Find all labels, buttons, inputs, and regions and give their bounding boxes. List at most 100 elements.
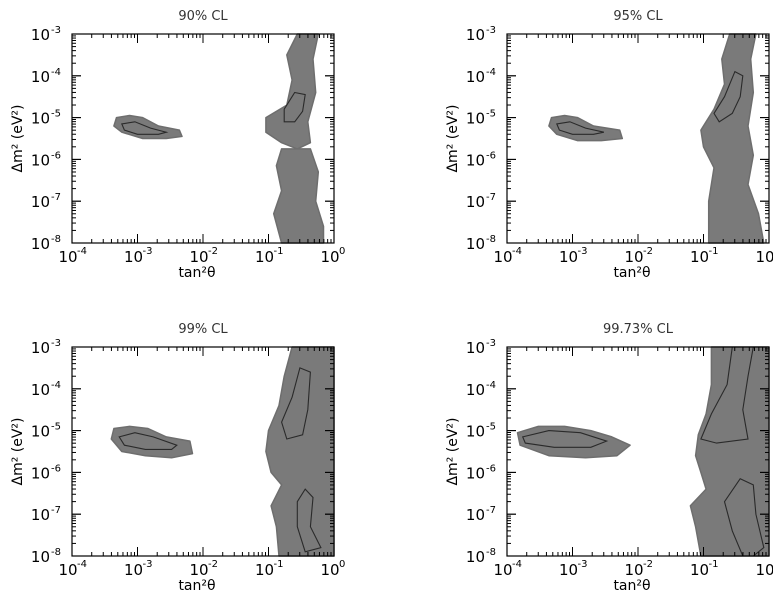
y-tick-exponent: -8 [51, 547, 61, 558]
x-axis-label: tan²θ [613, 265, 650, 281]
x-tick-label: 10 [559, 561, 578, 579]
y-tick-label: 10 [466, 26, 485, 44]
x-tick-label: 10 [255, 561, 274, 579]
y-axis-label: Δm² (eV²) [445, 104, 461, 172]
panel-title: 95% CL [613, 9, 663, 24]
x-tick-label: 10 [124, 248, 143, 266]
allowed-region-3 [272, 148, 325, 244]
x-tick-exponent: -3 [578, 246, 588, 257]
x-tick-exponent: -3 [578, 559, 588, 570]
y-axis-label: Δm² (eV²) [10, 417, 26, 485]
x-tick-exponent: -2 [208, 559, 218, 570]
y-tick-exponent: -6 [51, 463, 61, 474]
y-tick-exponent: -6 [486, 463, 496, 474]
x-tick-exponent: -1 [709, 559, 719, 570]
x-tick-label: 10 [559, 248, 578, 266]
x-tick-label: 10 [493, 561, 512, 579]
contour-line-1 [118, 432, 178, 450]
y-tick-label: 10 [31, 464, 50, 482]
y-tick-label: 10 [466, 339, 485, 357]
contour-line-1 [521, 430, 609, 448]
x-tick-label: 10 [690, 561, 709, 579]
allowed-region-1 [516, 425, 631, 459]
allowed-region-2 [689, 346, 770, 557]
contour-line-2 [281, 367, 311, 440]
x-tick-exponent: -2 [643, 246, 653, 257]
y-tick-exponent: -7 [486, 192, 496, 203]
y-tick-exponent: -7 [51, 192, 61, 203]
x-tick-label: 10 [690, 248, 709, 266]
y-axis-label: Δm² (eV²) [10, 104, 26, 172]
x-tick-label: 10 [755, 248, 773, 266]
y-tick-label: 10 [31, 110, 50, 128]
y-tick-exponent: -8 [486, 234, 496, 245]
contour-line-1 [556, 121, 605, 135]
x-tick-label: 10 [624, 248, 643, 266]
y-tick-exponent: -7 [486, 505, 496, 516]
y-tick-label: 10 [466, 464, 485, 482]
y-tick-label: 10 [466, 151, 485, 169]
y-tick-exponent: -4 [486, 67, 496, 78]
y-tick-exponent: -5 [51, 109, 61, 120]
y-tick-label: 10 [466, 68, 485, 86]
y-tick-label: 10 [466, 423, 485, 441]
y-tick-label: 10 [466, 193, 485, 211]
x-tick-exponent: -4 [512, 246, 522, 257]
x-tick-exponent: -2 [208, 246, 218, 257]
x-tick-exponent: -2 [643, 559, 653, 570]
x-tick-exponent: 0 [339, 559, 345, 570]
x-tick-label: 10 [58, 561, 77, 579]
panel-2: 10-410-310-210-110010-810-710-610-510-41… [445, 9, 773, 281]
y-tick-exponent: -3 [486, 338, 496, 349]
contour-line-1 [121, 121, 169, 135]
panel-title: 99% CL [178, 322, 228, 337]
y-tick-exponent: -4 [486, 380, 496, 391]
x-tick-exponent: -1 [274, 246, 284, 257]
y-tick-label: 10 [466, 548, 485, 566]
x-tick-label: 10 [255, 248, 274, 266]
x-tick-exponent: -1 [274, 559, 284, 570]
x-axis-label: tan²θ [178, 578, 215, 594]
y-tick-exponent: -3 [486, 25, 496, 36]
y-tick-label: 10 [466, 381, 485, 399]
allowed-region-2 [700, 33, 765, 244]
panel-title: 99.73% CL [603, 322, 674, 337]
y-tick-exponent: -5 [486, 109, 496, 120]
x-tick-exponent: -1 [709, 246, 719, 257]
contour-line-2 [713, 70, 744, 123]
y-axis-label: Δm² (eV²) [445, 417, 461, 485]
x-tick-label: 10 [124, 561, 143, 579]
x-tick-exponent: 0 [339, 246, 345, 257]
contour-line-2 [283, 91, 306, 123]
y-tick-label: 10 [466, 235, 485, 253]
y-tick-exponent: -4 [51, 67, 61, 78]
y-tick-label: 10 [31, 235, 50, 253]
y-tick-label: 10 [31, 548, 50, 566]
x-axis-label: tan²θ [178, 265, 215, 281]
x-tick-label: 10 [493, 248, 512, 266]
x-tick-exponent: -4 [77, 246, 87, 257]
y-tick-label: 10 [31, 26, 50, 44]
panel-3: 10 -4 10 -3 10 -2 10 -1 10 010 -810 -710 -610 -510 -41… [10, 322, 345, 594]
x-tick-exponent: -3 [143, 246, 153, 257]
x-tick-exponent: -3 [143, 559, 153, 570]
allowed-region-2 [265, 346, 335, 557]
x-tick-label: 10 [189, 561, 208, 579]
contour-line-3 [296, 488, 322, 553]
y-tick-exponent: -5 [51, 422, 61, 433]
y-tick-exponent: -8 [486, 547, 496, 558]
y-tick-label: 10 [466, 110, 485, 128]
contour-line-2 [700, 346, 754, 444]
y-tick-exponent: -8 [51, 234, 61, 245]
allowed-region-2 [265, 33, 320, 150]
y-tick-label: 10 [466, 506, 485, 524]
panel-4: 10-410-310-210-110010-810-710-610-510-41… [445, 322, 773, 594]
x-axis-label: tan²θ [613, 578, 650, 594]
y-tick-exponent: -6 [486, 150, 496, 161]
x-tick-exponent: -4 [77, 559, 87, 570]
panel-1: 10 -4 10 -3 10 -2 10 -1 10 010 -810 -710 -610 -510 -41… [10, 9, 345, 281]
y-tick-label: 10 [31, 506, 50, 524]
y-tick-exponent: -5 [486, 422, 496, 433]
x-tick-label: 10 [624, 561, 643, 579]
